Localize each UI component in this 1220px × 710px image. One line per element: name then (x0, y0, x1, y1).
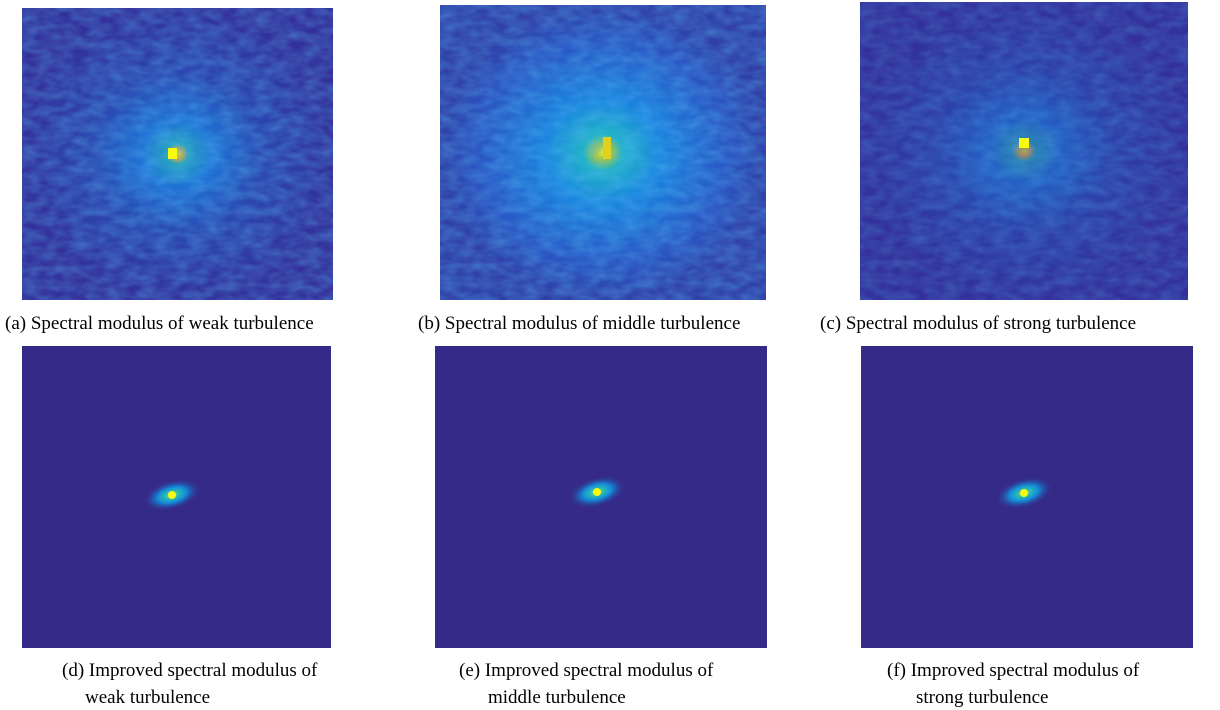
caption: (b) Spectral modulus of middle turbulenc… (418, 310, 740, 337)
improved-spectrum-image (435, 346, 767, 648)
improved-spectrum-image (22, 346, 331, 648)
improved-spectrum-image (861, 346, 1193, 648)
spectrum-image (860, 2, 1188, 300)
spectrum-image (440, 5, 766, 300)
caption-line: (b) Spectral modulus of middle turbulenc… (418, 313, 741, 334)
caption-line: (f) Improved spectral modulus of (887, 660, 1140, 681)
caption-line: (d) Improved spectral modulus of (62, 660, 318, 681)
caption: (e) Improved spectral modulus of middle … (459, 657, 713, 710)
caption: (d) Improved spectral modulus of weak tu… (62, 657, 317, 710)
caption-line: weak turbulence (85, 687, 211, 708)
caption: (c) Spectral modulus of strong turbulenc… (820, 310, 1136, 337)
caption: (f) Improved spectral modulus of strong … (887, 657, 1139, 710)
caption-line: strong turbulence (916, 687, 1049, 708)
caption: (a) Spectral modulus of weak turbulence (5, 310, 314, 337)
caption-line: middle turbulence (488, 687, 626, 708)
caption-line: (a) Spectral modulus of weak turbulence (5, 313, 314, 334)
caption-line: (e) Improved spectral modulus of (459, 660, 714, 681)
spectrum-image (22, 8, 333, 300)
caption-line: (c) Spectral modulus of strong turbulenc… (820, 313, 1137, 334)
